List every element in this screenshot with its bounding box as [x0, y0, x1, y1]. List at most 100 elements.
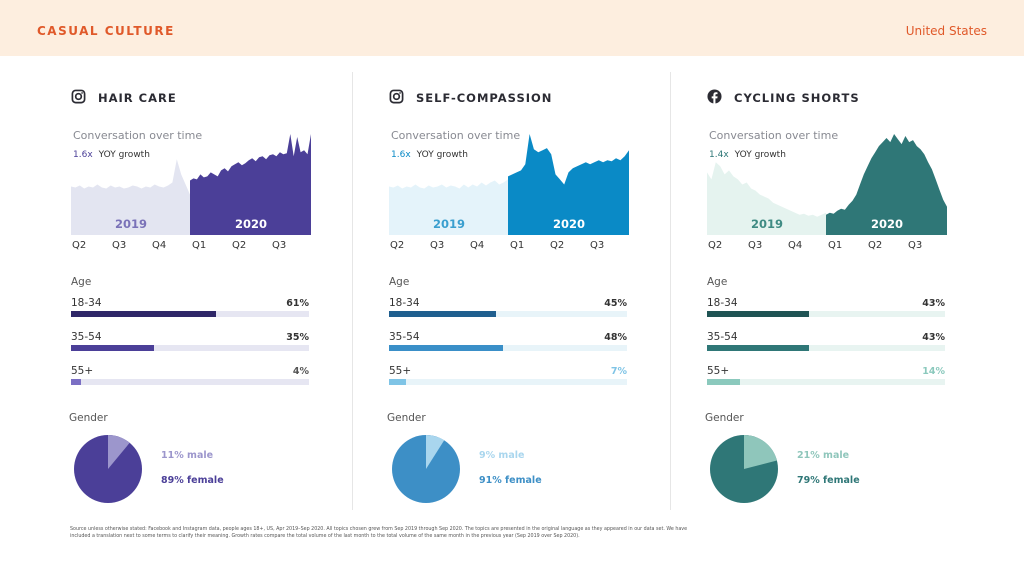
age-percent: 14%: [922, 366, 945, 377]
age-bar-fill: [71, 311, 217, 317]
growth-label: YOY growth: [416, 150, 468, 160]
growth-value: 1.4x: [709, 150, 729, 160]
age-bar-track: [707, 345, 945, 351]
topic-panel: HAIR CARE Conversation over time 2019 202…: [69, 0, 331, 577]
quarter-tick-label: Q1: [828, 240, 843, 251]
age-bar-track: [389, 379, 627, 385]
age-group-label: 35-54: [71, 331, 102, 343]
age-group-label: 18-34: [707, 297, 738, 309]
topic-title: SELF-COMPASSION: [416, 91, 553, 105]
topic-panel: SELF-COMPASSION Conversation over time 2…: [387, 0, 649, 577]
age-bar-fill: [707, 345, 810, 351]
male-percent: 11% male: [161, 450, 214, 461]
age-percent: 35%: [286, 332, 309, 343]
quarter-tick-label: Q3: [272, 240, 287, 251]
quarter-tick-label: Q2: [232, 240, 247, 251]
female-percent: 79% female: [797, 475, 860, 486]
age-bar-track: [707, 379, 945, 385]
header-bar: CASUAL CULTURE United States: [0, 0, 1024, 56]
brand-title: CASUAL CULTURE: [37, 24, 175, 38]
gender-pie-chart: [710, 435, 778, 503]
quarter-tick-label: Q1: [192, 240, 207, 251]
pie-slice-male: [426, 435, 445, 469]
female-percent: 91% female: [479, 475, 542, 486]
area-2020: [190, 134, 311, 235]
age-percent: 7%: [610, 366, 627, 377]
conversation-area-chart: 2019 2020: [389, 134, 629, 235]
age-bar-track: [71, 311, 309, 317]
yoy-growth: 1.6x YOY growth: [73, 150, 150, 160]
age-group-label: 35-54: [389, 331, 420, 343]
divider: [670, 72, 671, 510]
divider: [352, 72, 353, 510]
chart-subtitle: Conversation over time: [73, 129, 203, 142]
chart-subtitle: Conversation over time: [709, 129, 839, 142]
age-percent: 4%: [292, 366, 309, 377]
gender-label: Gender: [705, 412, 744, 424]
age-bar-track: [71, 345, 309, 351]
female-percent: 89% female: [161, 475, 224, 486]
yoy-growth: 1.6x YOY growth: [391, 150, 468, 160]
year-label: 2019: [115, 217, 147, 231]
growth-label: YOY growth: [98, 150, 150, 160]
quarter-axis: Q2 Q3 Q4 Q1 Q2 Q3: [389, 240, 629, 254]
quarter-tick-label: Q3: [908, 240, 923, 251]
quarter-tick-label: Q4: [152, 240, 167, 251]
area-2019: [71, 159, 190, 235]
topic-title: CYCLING SHORTS: [734, 91, 860, 105]
gender-pie-chart: [392, 435, 460, 503]
gender-label: Gender: [387, 412, 426, 424]
footnote: Source unless otherwise stated: Facebook…: [70, 527, 688, 539]
age-label: Age: [389, 276, 410, 288]
facebook-icon: [707, 89, 722, 107]
age-label: Age: [707, 276, 728, 288]
year-label: 2020: [871, 217, 903, 231]
growth-value: 1.6x: [391, 150, 411, 160]
age-bar-fill: [707, 379, 741, 385]
age-group-label: 55+: [707, 365, 730, 377]
male-percent: 21% male: [797, 450, 850, 461]
gender-label: Gender: [69, 412, 108, 424]
quarter-tick-label: Q2: [550, 240, 565, 251]
age-bar-track: [71, 379, 309, 385]
age-percent: 61%: [286, 298, 309, 309]
age-bar-fill: [707, 311, 810, 317]
quarter-tick-label: Q1: [510, 240, 525, 251]
year-label: 2019: [751, 217, 783, 231]
panel-title: SELF-COMPASSION: [389, 89, 552, 107]
area-2020: [508, 134, 629, 235]
age-percent: 43%: [922, 332, 945, 343]
conversation-area-chart: 2019 2020: [71, 134, 311, 235]
instagram-icon: [71, 89, 86, 107]
age-group-label: 55+: [389, 365, 412, 377]
instagram-icon: [389, 89, 404, 107]
age-group-label: 35-54: [707, 331, 738, 343]
chart-subtitle: Conversation over time: [391, 129, 521, 142]
male-percent: 9% male: [479, 450, 525, 461]
area-2019: [707, 162, 826, 235]
age-bar-track: [389, 345, 627, 351]
quarter-axis: Q2 Q3 Q4 Q1 Q2 Q3: [71, 240, 311, 254]
gender-pie-chart: [74, 435, 142, 503]
age-bar-fill: [71, 379, 81, 385]
quarter-tick-label: Q3: [430, 240, 445, 251]
age-bar-track: [707, 311, 945, 317]
area-2020: [826, 134, 947, 235]
age-percent: 43%: [922, 298, 945, 309]
area-2019: [389, 179, 508, 235]
quarter-tick-label: Q3: [590, 240, 605, 251]
age-bar-track: [389, 311, 627, 317]
topic-panel: CYCLING SHORTS Conversation over time 20…: [705, 0, 967, 577]
age-percent: 48%: [604, 332, 627, 343]
quarter-tick-label: Q2: [390, 240, 405, 251]
age-bar-fill: [389, 379, 406, 385]
quarter-tick-label: Q4: [470, 240, 485, 251]
age-group-label: 18-34: [71, 297, 102, 309]
age-percent: 45%: [604, 298, 627, 309]
pie-slice-male: [108, 435, 130, 469]
quarter-tick-label: Q4: [788, 240, 803, 251]
year-label: 2019: [433, 217, 465, 231]
panel-title: HAIR CARE: [71, 89, 177, 107]
quarter-tick-label: Q2: [72, 240, 87, 251]
growth-label: YOY growth: [734, 150, 786, 160]
